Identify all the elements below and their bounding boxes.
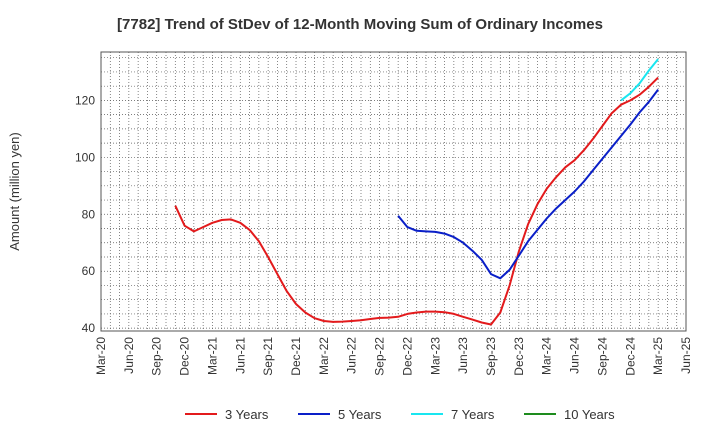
- y-tick-label: 120: [75, 93, 95, 107]
- series-lines: [174, 58, 659, 326]
- series-line-5-years: [397, 88, 659, 280]
- x-tick-label: Dec-23: [512, 337, 526, 376]
- x-tick-label: Jun-24: [568, 337, 582, 374]
- x-tick-label: Sep-22: [373, 337, 387, 376]
- x-tick-label: Dec-20: [178, 337, 192, 376]
- x-tick-label: Mar-25: [651, 337, 665, 375]
- plot-area: [100, 51, 687, 332]
- x-tick-label: Mar-22: [317, 337, 331, 375]
- x-tick-label: Mar-21: [205, 337, 219, 375]
- x-tick-label: Jun-20: [122, 337, 136, 374]
- chart-title: [7782] Trend of StDev of 12-Month Moving…: [117, 16, 603, 33]
- x-tick-label: Mar-24: [540, 337, 554, 375]
- x-tick-label: Sep-20: [150, 337, 164, 376]
- y-axis-ticks: 40 60 80 100 120: [75, 93, 95, 335]
- x-tick-label: Sep-21: [261, 337, 275, 376]
- y-tick-label: 80: [82, 207, 96, 221]
- legend-label-7-years: 7 Years: [451, 407, 495, 422]
- y-axis-title: Amount (million yen): [7, 132, 22, 251]
- legend-label-10-years: 10 Years: [564, 407, 615, 422]
- x-tick-label: Mar-20: [94, 337, 108, 375]
- x-tick-label: Sep-23: [484, 337, 498, 376]
- grid-lines: [101, 52, 686, 331]
- x-tick-label: Jun-23: [456, 337, 470, 374]
- series-line-3-years: [174, 76, 659, 326]
- x-tick-label: Jun-22: [345, 337, 359, 374]
- x-axis-ticks: Mar-20 Jun-20 Sep-20 Dec-20 Mar-21 Jun-21 Sep-…: [94, 337, 693, 376]
- y-tick-label: 60: [82, 264, 96, 278]
- x-tick-label: Jun-25: [679, 337, 693, 374]
- x-tick-label: Dec-22: [400, 337, 414, 376]
- x-tick-label: Mar-23: [428, 337, 442, 375]
- legend-label-3-years: 3 Years: [225, 407, 269, 422]
- y-tick-label: 40: [82, 321, 96, 335]
- y-tick-label: 100: [75, 150, 95, 164]
- x-tick-label: Dec-21: [289, 337, 303, 376]
- x-tick-label: Jun-21: [233, 337, 247, 374]
- legend-label-5-years: 5 Years: [338, 407, 382, 422]
- legend: 3 Years 5 Years 7 Years 10 Years: [185, 407, 615, 422]
- x-tick-label: Dec-24: [623, 337, 637, 376]
- x-tick-label: Sep-24: [595, 337, 609, 376]
- series-line-7-years: [620, 58, 659, 102]
